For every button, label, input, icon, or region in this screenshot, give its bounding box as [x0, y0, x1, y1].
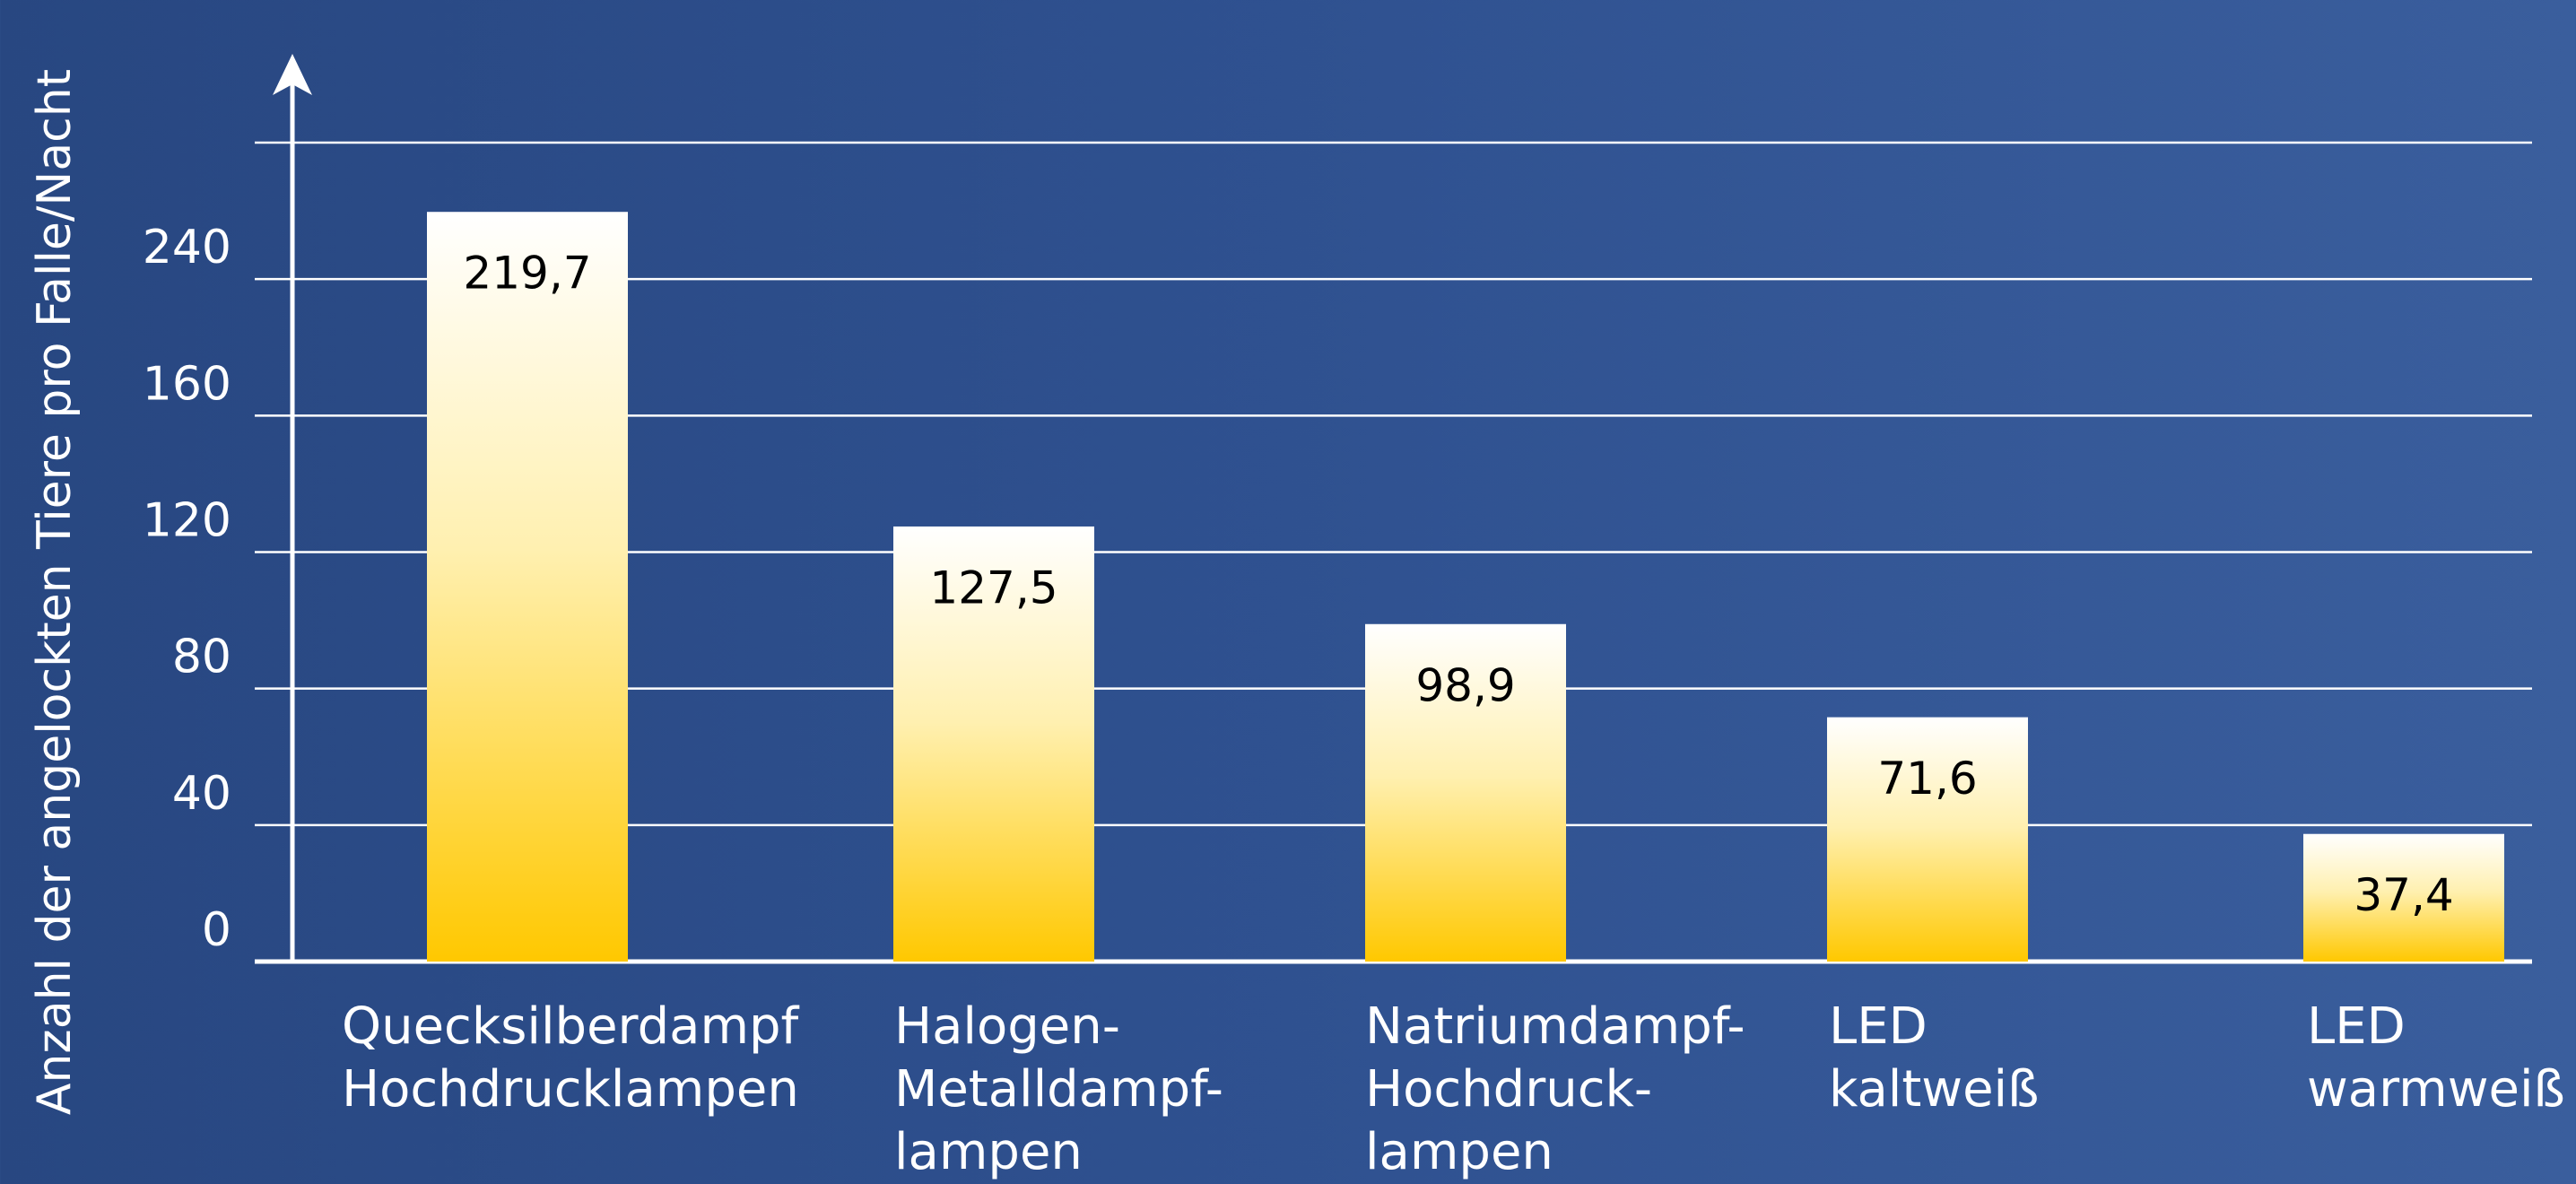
x-tick-label: LED kaltweiß: [1829, 996, 2039, 1121]
value-label: 98,9: [1415, 659, 1515, 711]
value-label: 219,7: [463, 248, 591, 300]
y-tick-label: 160: [143, 357, 231, 411]
y-tick-label: 240: [143, 221, 231, 274]
y-tick-label: 0: [202, 903, 231, 957]
page: Anzahl der angelockten Tiere pro Falle/N…: [0, 0, 2576, 1180]
y-tick-label: 120: [143, 494, 231, 548]
value-label: 71,6: [1877, 753, 1977, 805]
value-label: 127,5: [929, 562, 1057, 614]
y-tick-label: 80: [172, 631, 231, 684]
bar: [427, 212, 628, 962]
x-tick-label: Halogen- Metalldampf- lampen: [894, 996, 1223, 1184]
y-axis-title: Anzahl der angelockten Tiere pro Falle/N…: [28, 69, 82, 1115]
y-tick-label: 40: [172, 767, 231, 821]
x-tick-label: Natriumdampf- Hochdruck- lampen: [1365, 996, 1745, 1184]
x-tick-label: LED warmweiß: [2307, 996, 2565, 1121]
value-label: 37,4: [2354, 869, 2453, 921]
x-tick-label: Quecksilberdampf Hochdrucklampen: [342, 996, 799, 1121]
